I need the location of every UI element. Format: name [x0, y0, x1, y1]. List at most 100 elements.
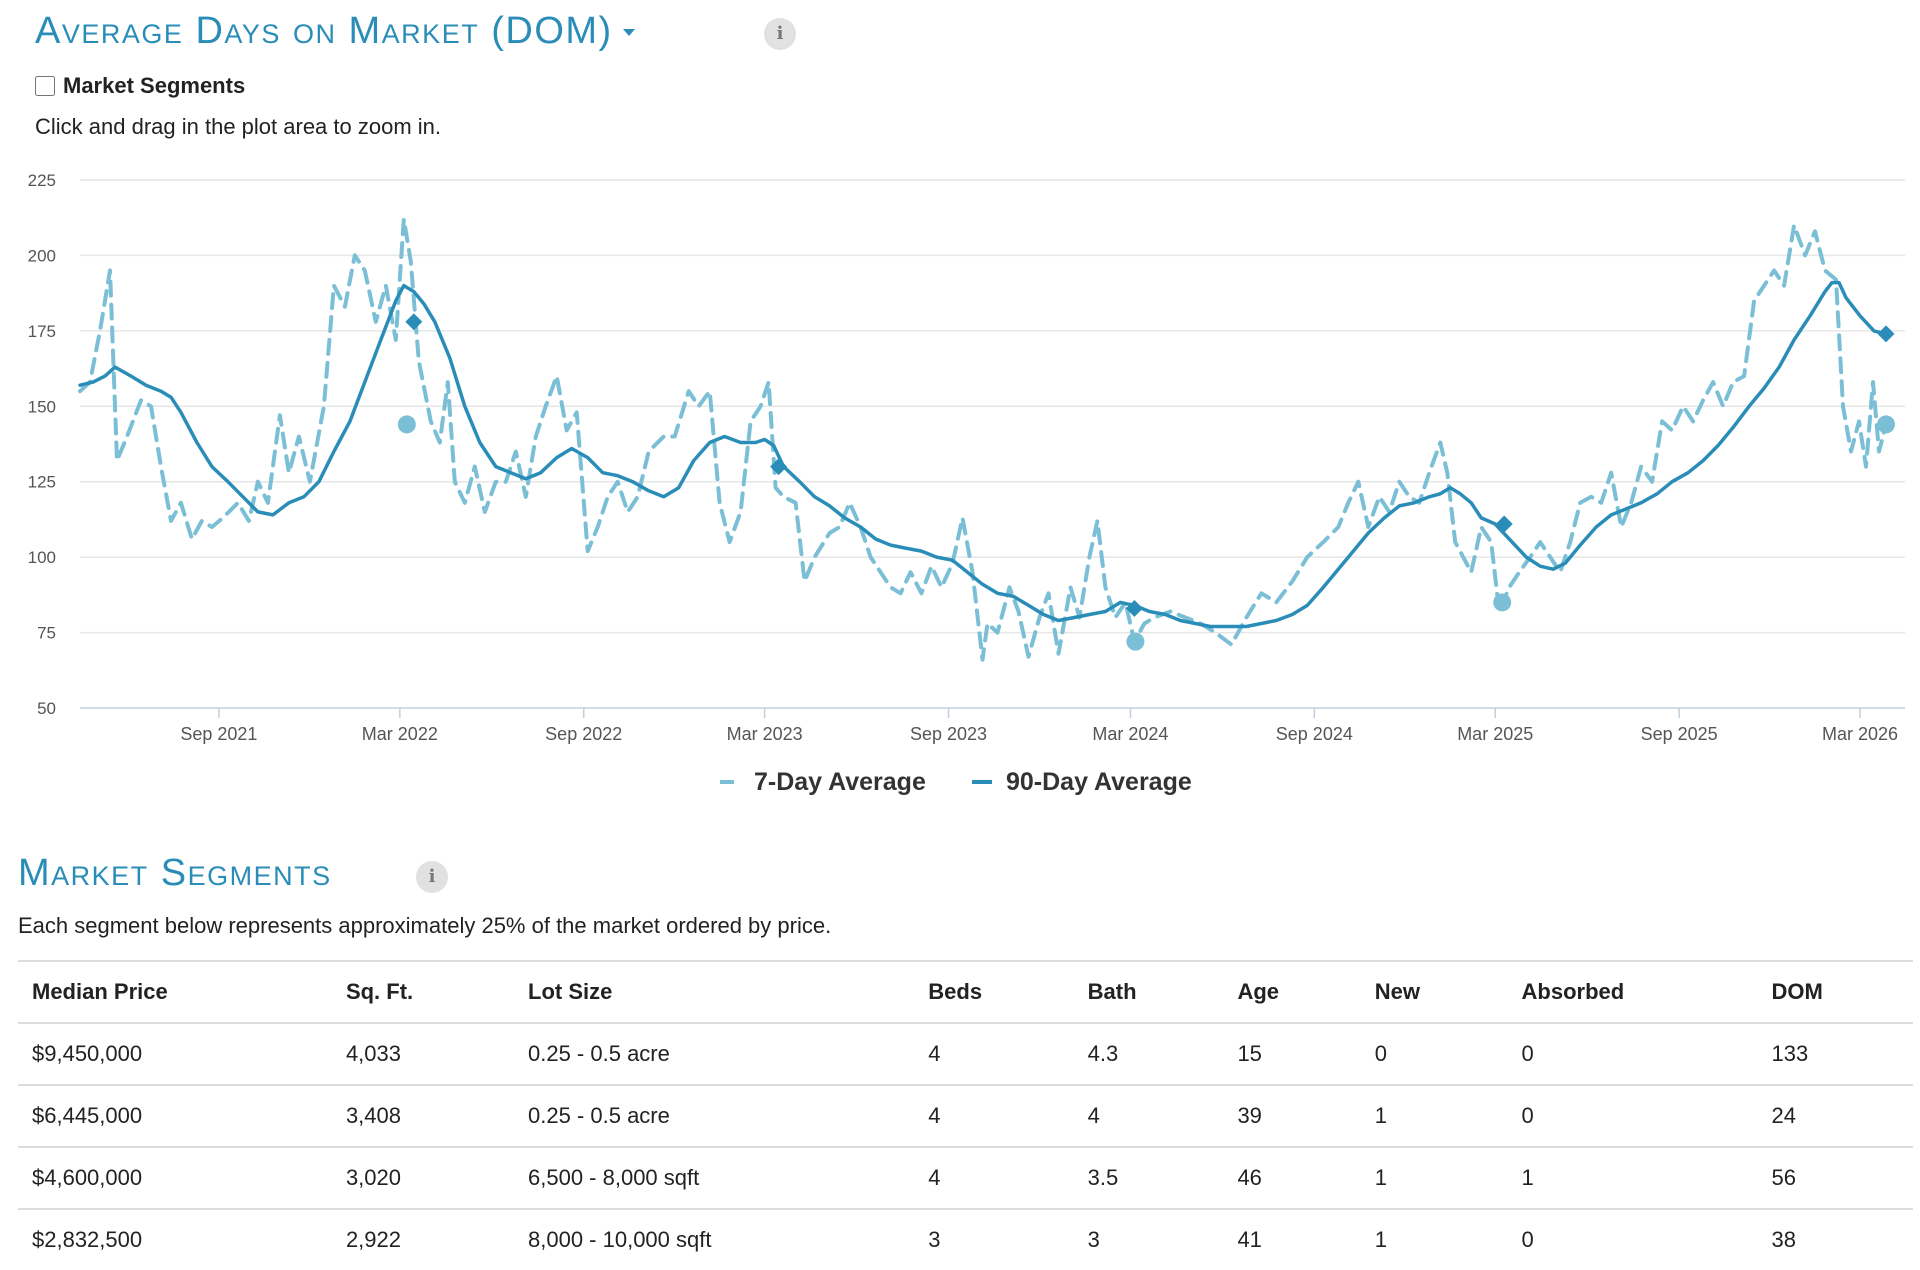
table-cell: $4,600,000 — [18, 1147, 332, 1210]
y-tick-label: 175 — [28, 322, 56, 341]
column-header: Age — [1223, 960, 1361, 1024]
legend-label: 7-Day Average — [754, 768, 926, 796]
table-cell: 3,020 — [331, 1147, 514, 1210]
table-cell: 4,033 — [331, 1023, 514, 1086]
data-point-90-day[interactable] — [1877, 325, 1895, 343]
y-axis-ticks: 50 75 100 125 150 175 200 225 — [28, 171, 56, 718]
table-cell: 41 — [1237, 1227, 1262, 1252]
table-cell: 6,500 - 8,000 sqft — [514, 1147, 915, 1210]
zoom-hint: Click and drag in the plot area to zoom … — [35, 114, 442, 139]
x-tick-label: Mar 2024 — [1092, 724, 1168, 744]
legend-label: 90-Day Average — [1006, 768, 1192, 796]
table-cell: $6,445,000 — [18, 1085, 332, 1148]
dom-section-title[interactable]: Average Days on Market (DOM) — [35, 10, 635, 53]
y-tick-label: 75 — [37, 624, 56, 643]
y-tick-label: 150 — [28, 397, 56, 416]
table-cell: 1 — [1360, 1147, 1508, 1210]
table-cell: 38 — [1771, 1227, 1796, 1252]
table-row: $6,445,000 3,408 0.25 - 0.5 acre 4 4 39 1 0 24 — [18, 1085, 1913, 1148]
table-cell: 39 — [1223, 1085, 1361, 1148]
x-tick-label: Sep 2025 — [1641, 724, 1718, 744]
series-7-day-line[interactable] — [78, 217, 1888, 662]
dom-info-icon[interactable]: i — [764, 18, 796, 50]
table-cell: 1 — [1374, 1227, 1388, 1252]
table-cell: 4 — [1073, 1085, 1224, 1148]
table-row: $2,832,500 2,922 8,000 - 10,000 sqft 3 3 41 1 0… — [18, 1209, 1913, 1270]
column-header: Lot Size — [514, 960, 915, 1024]
y-tick-label: 125 — [28, 473, 56, 492]
data-point-7-day[interactable] — [397, 415, 416, 434]
table-cell: 15 — [1223, 1023, 1361, 1086]
caret-down-icon[interactable] — [622, 29, 635, 37]
segments-section-title: Market Segments — [18, 852, 332, 894]
data-point-7-day[interactable] — [1493, 593, 1512, 612]
table-cell: 4 — [914, 1023, 1074, 1086]
table-cell: 3 — [928, 1227, 941, 1252]
column-header: Median Price — [18, 960, 332, 1024]
table-cell: 2,922 — [345, 1227, 401, 1252]
table-cell: 3.5 — [1073, 1147, 1224, 1210]
market-segments-checkbox-label: Market Segments — [63, 73, 246, 98]
table-cell: 0.25 - 0.5 acre — [514, 1023, 915, 1086]
y-tick-label: 225 — [28, 171, 56, 190]
column-header: Sq. Ft. — [331, 960, 514, 1024]
table-cell: 3,408 — [331, 1085, 514, 1148]
legend-item-7-day[interactable]: 7-Day Average — [720, 768, 926, 796]
segments-description: Each segment below represents approximat… — [18, 913, 832, 938]
data-point-90-day[interactable] — [1495, 515, 1513, 533]
column-header: New — [1360, 960, 1508, 1024]
market-segments-toggle[interactable]: Market Segments — [35, 73, 245, 99]
x-tick-label: Sep 2024 — [1276, 724, 1353, 744]
segments-info-icon[interactable]: i — [416, 861, 448, 893]
column-header: Absorbed — [1507, 960, 1758, 1024]
x-tick-label: Mar 2026 — [1822, 724, 1898, 744]
x-tick-label: Mar 2025 — [1457, 724, 1533, 744]
y-tick-label: 100 — [28, 548, 56, 567]
x-tick-label: Mar 2023 — [727, 724, 803, 744]
column-header: DOM — [1757, 960, 1913, 1024]
table-cell: 0.25 - 0.5 acre — [514, 1085, 915, 1148]
table-cell: 1 — [1360, 1085, 1508, 1148]
chart-legend[interactable]: 7-Day Average 90-Day Average — [720, 768, 1192, 796]
table-cell: 56 — [1757, 1147, 1913, 1210]
table-cell: 46 — [1223, 1147, 1361, 1210]
table-cell: 4 — [914, 1147, 1074, 1210]
data-point-7-day[interactable] — [1877, 415, 1896, 434]
table-row: $4,600,000 3,020 6,500 - 8,000 sqft 4 3.5 46 1… — [18, 1147, 1913, 1210]
table-cell: 24 — [1757, 1085, 1913, 1148]
x-axis-ticks: Sep 2021 Mar 2022 Sep 2022 Mar 2023 Sep 2023… — [180, 708, 1898, 744]
table-cell: 0 — [1507, 1085, 1758, 1148]
table-cell: 8,000 - 10,000 sqft — [528, 1227, 712, 1252]
data-point-7-day[interactable] — [1126, 632, 1145, 651]
data-point-90-day[interactable] — [405, 313, 423, 331]
market-segments-checkbox[interactable] — [35, 76, 55, 96]
table-cell: 4 — [914, 1085, 1074, 1148]
column-header: Bath — [1073, 960, 1224, 1024]
y-tick-label: 50 — [37, 699, 56, 718]
column-header: Beds — [914, 960, 1074, 1024]
table-cell: 0 — [1360, 1023, 1508, 1086]
dom-section-title-text: Average Days on Market (DOM) — [35, 10, 613, 52]
x-tick-label: Mar 2022 — [362, 724, 438, 744]
x-tick-label: Sep 2023 — [910, 724, 987, 744]
table-cell: $2,832,500 — [32, 1227, 143, 1252]
series-90-day-line[interactable] — [78, 280, 1888, 629]
table-cell: 1 — [1507, 1147, 1758, 1210]
chart-series[interactable] — [78, 217, 1896, 662]
table-cell: 3 — [1087, 1227, 1100, 1252]
table-row: $9,450,000 4,033 0.25 - 0.5 acre 4 4.3 15 0 0 13… — [18, 1023, 1913, 1086]
table-cell: 0 — [1521, 1227, 1534, 1252]
legend-item-90-day[interactable]: 90-Day Average — [972, 768, 1192, 796]
table-cell: 4.3 — [1073, 1023, 1224, 1086]
table-cell: 133 — [1757, 1023, 1913, 1086]
table-cell: 0 — [1507, 1023, 1758, 1086]
segments-header-row: Median Price Sq. Ft. Lot Size Beds Bath Age Ne… — [18, 960, 1913, 1024]
x-tick-label: Sep 2021 — [180, 724, 257, 744]
data-point-90-day[interactable] — [770, 458, 788, 476]
segments-table-body: $9,450,000 4,033 0.25 - 0.5 acre 4 4.3 15 0 0 13… — [18, 1023, 1913, 1270]
table-cell: $9,450,000 — [18, 1023, 332, 1086]
y-tick-label: 200 — [28, 246, 56, 265]
x-tick-label: Sep 2022 — [545, 724, 622, 744]
segments-table: Median Price Sq. Ft. Lot Size Beds Bath Age Ne… — [18, 960, 1913, 1270]
